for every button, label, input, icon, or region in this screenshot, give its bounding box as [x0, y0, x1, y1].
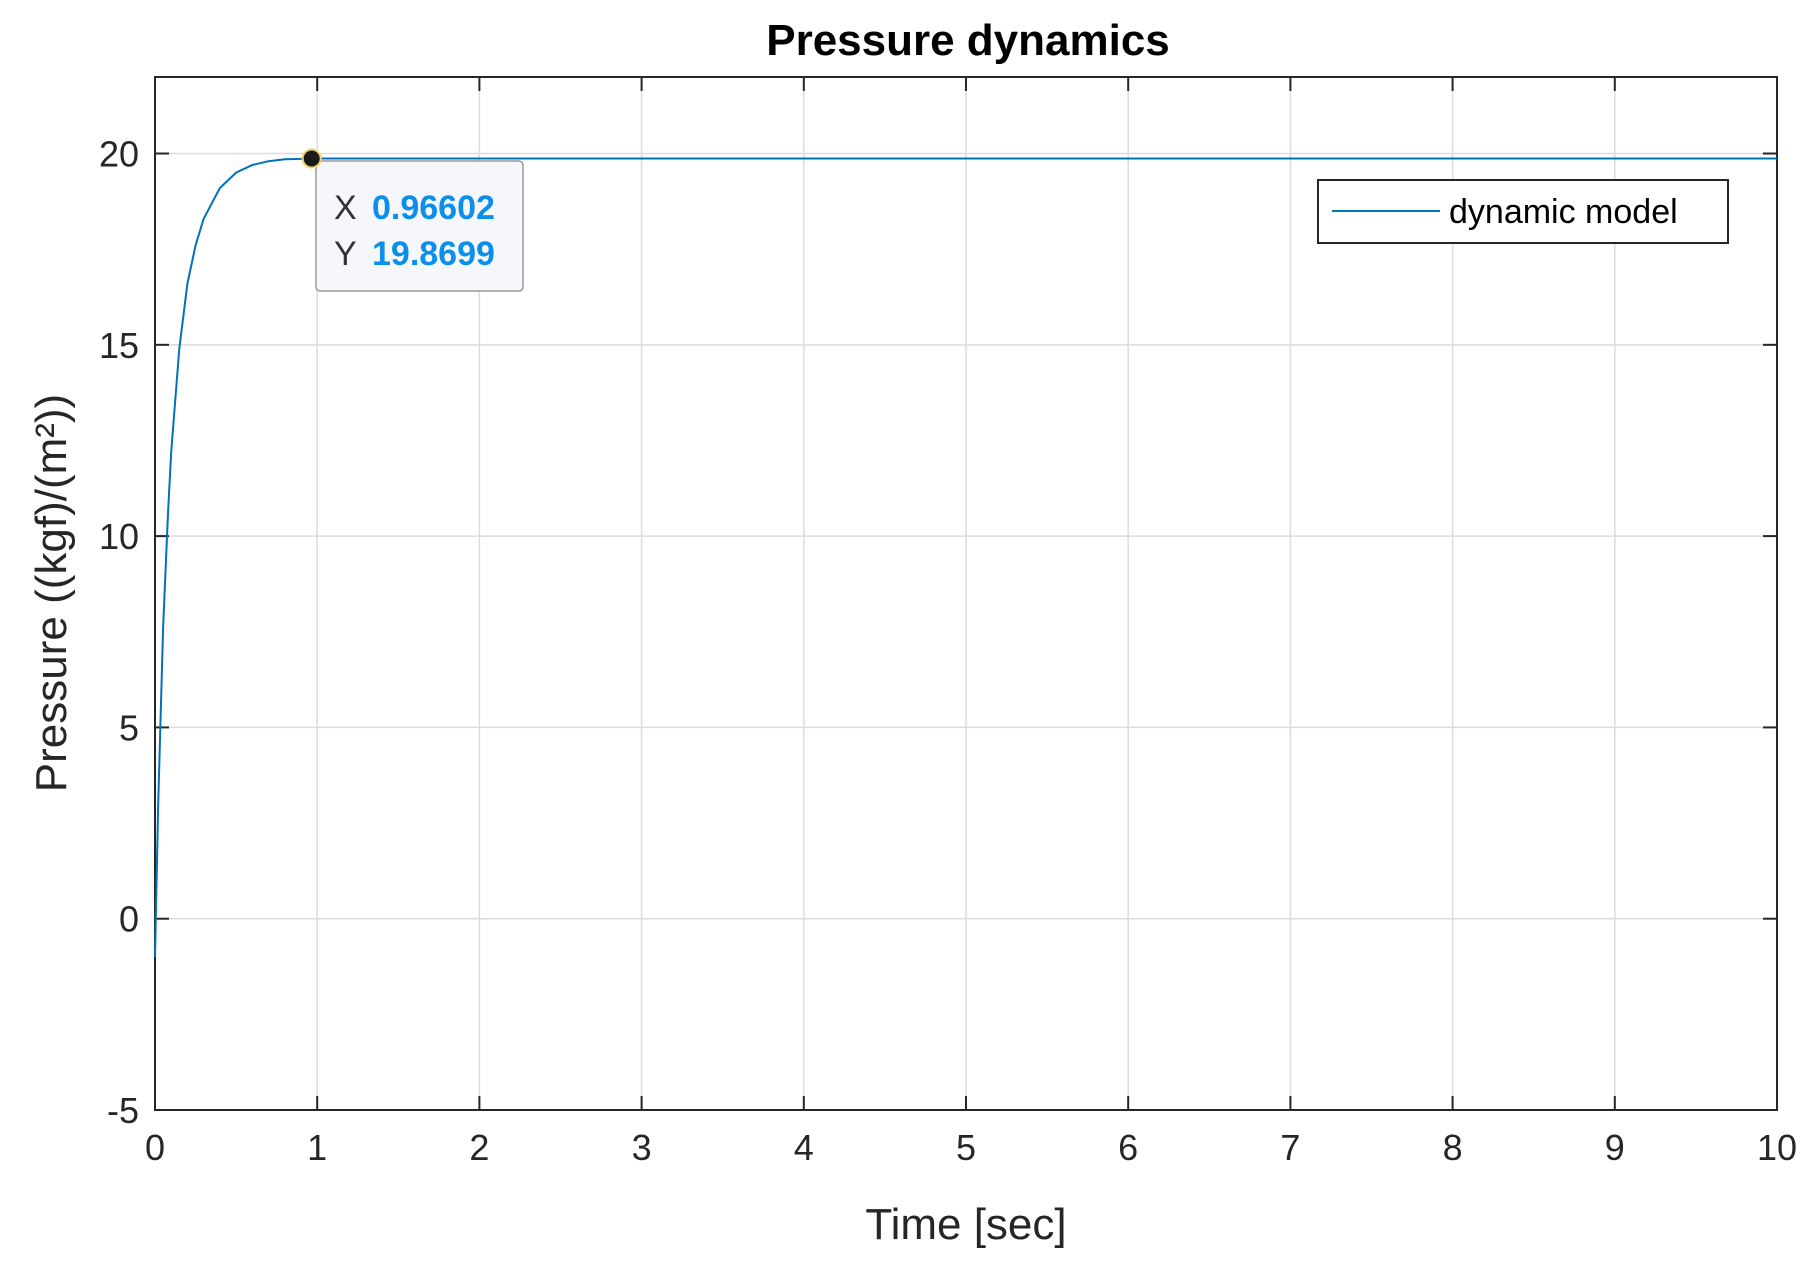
- legend-label-dynamic-model: dynamic model: [1449, 193, 1678, 231]
- x-tick-label: 7: [1280, 1127, 1300, 1168]
- x-tick-label: 3: [632, 1127, 652, 1168]
- y-tick-label: 20: [99, 134, 139, 175]
- series-layer: [154, 157, 1777, 958]
- legend[interactable]: dynamic model: [1317, 179, 1729, 244]
- series-line-dynamic-model: [154, 157, 1777, 958]
- y-tick-label: 15: [99, 325, 139, 366]
- y-tick-label: 0: [119, 899, 139, 940]
- x-tick-label: 0: [145, 1127, 165, 1168]
- x-tick-label: 1: [307, 1127, 327, 1168]
- y-tick-label: 5: [119, 707, 139, 748]
- y-tick-label: -5: [107, 1090, 139, 1131]
- x-tick-label: 2: [469, 1127, 489, 1168]
- datatip-marker-layer: [301, 148, 322, 169]
- x-tick-label: 9: [1605, 1127, 1625, 1168]
- datatip-y-key: Y: [334, 235, 357, 273]
- x-axis-title: Time [sec]: [865, 1200, 1066, 1249]
- x-tick-label: 6: [1118, 1127, 1138, 1168]
- chart-title: Pressure dynamics: [766, 16, 1170, 65]
- datatip-box: [315, 160, 524, 292]
- datatip-y-value: 19.8699: [372, 235, 495, 273]
- y-tick-label: 10: [99, 516, 139, 557]
- datatip-x-value: 0.96602: [372, 189, 495, 227]
- x-tick-label: 10: [1757, 1127, 1797, 1168]
- grid-lines: [155, 77, 1777, 1110]
- datatip-x-key: X: [334, 189, 357, 227]
- x-tick-label: 8: [1443, 1127, 1463, 1168]
- x-tick-label: 5: [956, 1127, 976, 1168]
- y-axis-title: Pressure ((kgf)/(m²)): [27, 394, 76, 792]
- datatip-marker: [301, 148, 322, 169]
- x-tick-label: 4: [794, 1127, 814, 1168]
- datatip[interactable]: X 0.96602 Y 19.8699: [315, 160, 524, 292]
